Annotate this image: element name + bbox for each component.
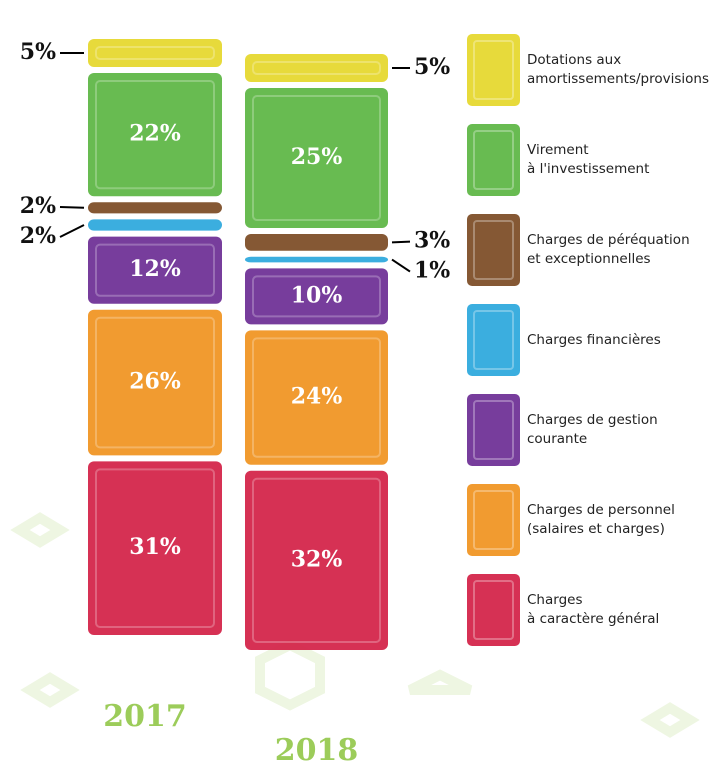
decor-shape — [10, 512, 70, 548]
decor-shape — [407, 669, 473, 695]
bar-segment — [245, 256, 388, 263]
leader-line — [59, 206, 85, 209]
value-label: 31% — [129, 534, 181, 560]
bar-segment — [88, 219, 222, 231]
value-label: 12% — [129, 256, 181, 282]
bar-segment — [88, 39, 222, 67]
value-label: 2% — [20, 223, 56, 249]
legend-swatch-highlight — [473, 310, 514, 370]
value-label: 25% — [291, 144, 343, 170]
bar-highlight — [252, 275, 381, 318]
legend-swatch-highlight — [473, 220, 514, 280]
legend-swatch-highlight — [473, 40, 514, 100]
bar-segment — [88, 236, 222, 304]
bar-highlight — [95, 316, 215, 449]
legend-label: Dotations aux amortissements/provisions — [527, 52, 709, 87]
bar-highlight — [252, 61, 381, 75]
bar-segment — [88, 73, 222, 197]
decor-shape — [20, 672, 80, 708]
legend-swatch — [467, 304, 520, 376]
value-label: 26% — [129, 369, 181, 395]
bar-segment — [245, 54, 388, 82]
bar-segment — [245, 330, 388, 465]
bar-segment — [245, 470, 388, 650]
value-label: 3% — [414, 228, 450, 254]
legend-swatch — [467, 484, 520, 556]
bar-segment — [245, 234, 388, 251]
legend-swatch-highlight — [473, 130, 514, 190]
value-label: 1% — [414, 258, 450, 284]
legend-swatch — [467, 124, 520, 196]
legend-label: Charges de péréquation et exceptionnelle… — [527, 232, 690, 267]
category-label: 2018 — [275, 733, 359, 767]
bar-highlight — [95, 80, 215, 190]
decor-shape — [255, 639, 325, 711]
value-label: 5% — [20, 39, 56, 65]
leader-line — [59, 224, 85, 238]
value-label: 2% — [20, 193, 56, 219]
category-label: 2017 — [103, 699, 187, 734]
legend-label: Charges financières — [527, 331, 661, 348]
legend-label: Charges à caractère général — [527, 592, 660, 627]
legend-swatch-highlight — [473, 580, 514, 640]
value-label: 32% — [291, 546, 343, 572]
decor-shape — [640, 702, 700, 738]
legend-swatch — [467, 394, 520, 466]
bar-segment — [88, 202, 222, 214]
bar-segment — [88, 309, 222, 456]
value-label: 10% — [291, 282, 343, 308]
legend-swatch — [467, 34, 520, 106]
value-label: 22% — [129, 121, 181, 147]
legend-swatch-highlight — [473, 400, 514, 460]
value-label: 24% — [291, 384, 343, 410]
bar-highlight — [252, 477, 381, 643]
legend-swatch-highlight — [473, 490, 514, 550]
bar-highlight — [95, 468, 215, 628]
bar-highlight — [95, 243, 215, 297]
legend-swatch — [467, 214, 520, 286]
bar-highlight — [95, 46, 215, 60]
legend-label: Charges de personnel (salaires et charge… — [527, 502, 675, 537]
bar-segment — [245, 88, 388, 228]
legend-swatch — [467, 574, 520, 646]
bar-highlight — [252, 95, 381, 221]
value-label: 5% — [414, 54, 450, 80]
leader-line — [391, 240, 411, 244]
leader-line — [391, 258, 411, 273]
legend-label: Virement à l'investissement — [527, 142, 650, 177]
bar-segment — [245, 268, 388, 325]
bar-segment — [88, 461, 222, 635]
legend-label: Charges de gestion courante — [527, 412, 658, 447]
bar-highlight — [252, 337, 381, 458]
